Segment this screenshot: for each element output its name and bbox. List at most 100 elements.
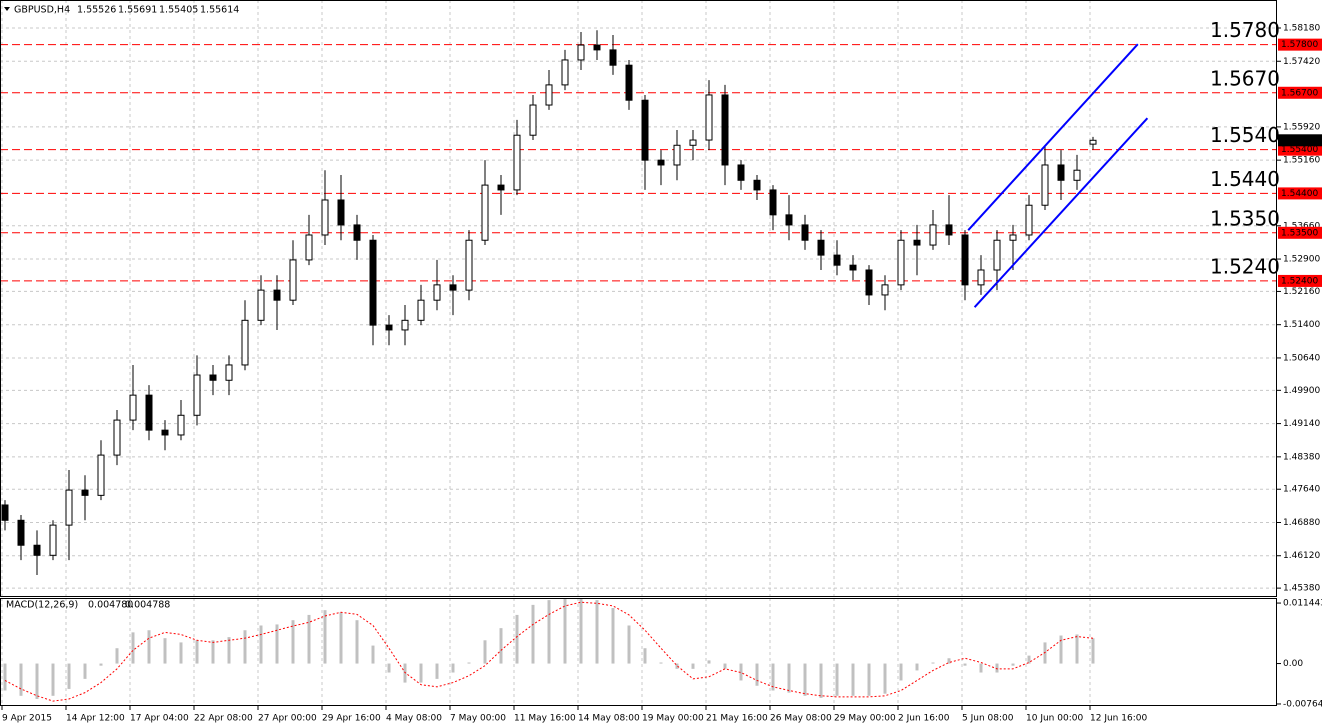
y-tick-label: 1.57420 (1283, 57, 1320, 67)
menu-icon[interactable] (4, 7, 10, 11)
level-annotation: 1.5670 (1210, 66, 1280, 90)
current-price-label: 1.55614 (1281, 136, 1318, 146)
level-axis-box (1278, 187, 1322, 200)
y-tick-label: 1.51400 (1283, 320, 1320, 330)
x-tick-label: 10 Jun 00:00 (1026, 714, 1083, 724)
y-tick-label: 1.47640 (1283, 485, 1320, 495)
macd-bar (627, 625, 631, 664)
candle-body (513, 134, 521, 191)
y-tick-label: 1.53660 (1283, 221, 1320, 231)
x-tick-label: 12 Jun 16:00 (1090, 714, 1147, 724)
candle-body (257, 289, 265, 321)
macd-bar (851, 663, 855, 696)
macd-bar (563, 598, 567, 664)
candle-body (193, 374, 201, 416)
candle-body (769, 189, 777, 216)
x-tick-label: 17 Apr 04:00 (130, 714, 189, 724)
candle-body (913, 239, 921, 246)
level-axis-box (1278, 226, 1322, 239)
level-axis-box (1278, 38, 1322, 51)
macd-bar (115, 648, 119, 664)
macd-bar (179, 642, 183, 664)
macd-bar (131, 632, 135, 664)
candle-body (881, 284, 889, 296)
x-tick-label: 22 Apr 08:00 (194, 714, 253, 724)
level-axis-box (1278, 86, 1322, 99)
macd-bar (451, 663, 455, 673)
macd-bar (227, 637, 231, 664)
symbol: GBPUSD,H4 (14, 5, 70, 16)
candle-body (721, 94, 729, 166)
macd-bar (83, 663, 87, 679)
macd-bar (979, 663, 983, 673)
plot (0, 30, 1277, 702)
macd-bar (323, 610, 327, 664)
candle-body (609, 49, 617, 66)
candle-body (961, 234, 969, 286)
macd-bar (643, 648, 647, 664)
macd-bar (595, 600, 599, 664)
macd-bar (579, 598, 583, 664)
candle-body (353, 224, 361, 241)
macd-bar (435, 663, 439, 679)
macd-bar (67, 663, 71, 689)
candle-body (385, 324, 393, 331)
candle-body (497, 184, 505, 191)
y-tick-label: 1.55920 (1283, 122, 1320, 132)
y-tick-label: 1.55160 (1283, 156, 1320, 166)
candle-body (641, 99, 649, 161)
macd-bar (1059, 635, 1063, 664)
candle-body (305, 234, 313, 261)
x-tick-label: 27 Apr 00:00 (258, 714, 317, 724)
candle-body (673, 144, 681, 166)
macd-bar (835, 663, 839, 696)
channel-line (973, 117, 1149, 308)
macd-bar (419, 663, 423, 683)
macd-bar (819, 663, 823, 698)
x-tick-label: 5 Jun 08:00 (962, 714, 1014, 724)
candle-body (65, 489, 73, 526)
candle-body (737, 164, 745, 181)
macd-bar (371, 645, 375, 664)
macd-bar (787, 663, 791, 693)
macd-bar (515, 614, 519, 664)
macd-bar (243, 630, 247, 664)
macd-bar (723, 663, 727, 669)
x-tick-label: 14 May 08:00 (578, 714, 640, 724)
macd-bar (691, 663, 695, 669)
candle-body (785, 214, 793, 226)
macd-bar (275, 624, 279, 664)
macd-bar (867, 663, 871, 696)
macd-bar (611, 608, 615, 664)
candle-body (657, 159, 665, 166)
macd-bar (659, 662, 663, 664)
y-tick-label: 1.46880 (1283, 518, 1320, 528)
y-tick-label: 1.52900 (1283, 255, 1320, 265)
level-annotation: 1.5780 (1210, 18, 1280, 42)
candle-body (897, 239, 905, 286)
header-close: 1.55614 (200, 5, 239, 16)
candle-body (945, 224, 953, 236)
macd-tick-label: 0.011443 (1283, 599, 1322, 609)
macd-value: 0.004780 (88, 600, 133, 611)
macd-bar (803, 663, 807, 696)
candle-body (1041, 164, 1049, 206)
macd-bar (915, 663, 919, 671)
candle-body (1089, 139, 1097, 145)
candle-body (1057, 164, 1065, 181)
macd-bar (899, 663, 903, 681)
y-tick-label: 1.49900 (1283, 386, 1320, 396)
level-axis-label: 1.54400 (1281, 189, 1318, 199)
level-axis-label: 1.55400 (1281, 145, 1318, 155)
macd-tick-label: 0.00 (1283, 659, 1303, 669)
macd-panel-border (0, 598, 1277, 706)
candle-body (81, 489, 89, 496)
macd-bar (339, 612, 343, 664)
x-tick-label: 19 May 00:00 (642, 714, 704, 724)
y-tick-label: 1.46120 (1283, 551, 1320, 561)
candle-body (529, 104, 537, 136)
candle-body (225, 364, 233, 381)
candle-body (865, 269, 873, 296)
macd-bar (483, 640, 487, 664)
level-annotation: 1.5440 (1210, 167, 1280, 191)
